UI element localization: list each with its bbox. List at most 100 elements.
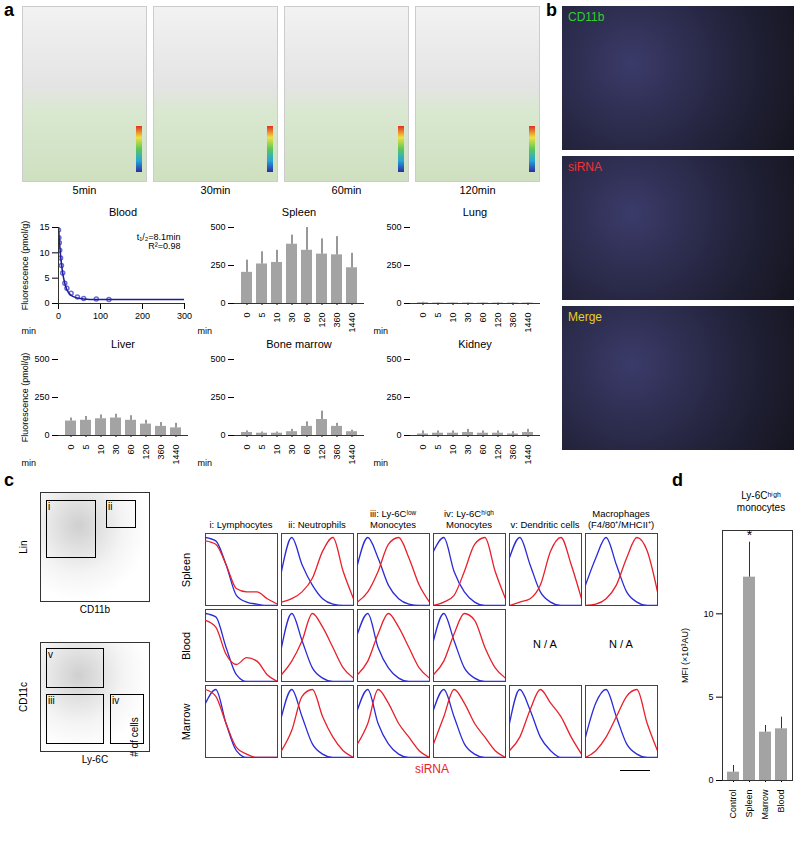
- html-text:Lung: Lung: [462, 206, 488, 218]
- svg-text:0: 0: [44, 430, 49, 440]
- html-text:iv: Ly-6Cʰⁱᵍʰ Monocytes: iv: Ly-6Cʰⁱᵍʰ Monocytes: [444, 508, 494, 530]
- svg-text:10: 10: [272, 445, 282, 455]
- svg-text:5: 5: [433, 313, 443, 318]
- svg-text:MFI (×10³AU): MFI (×10³AU): [680, 628, 690, 683]
- svg-text:0: 0: [242, 313, 252, 318]
- html-text:Merge: Merge: [568, 310, 602, 324]
- svg-text:60: 60: [302, 445, 312, 455]
- svg-text:0: 0: [220, 430, 225, 440]
- svg-text:200: 200: [135, 311, 150, 321]
- svg-text:5: 5: [81, 445, 91, 450]
- svg-text:100: 100: [93, 311, 108, 321]
- svg-text:250: 250: [210, 392, 225, 402]
- svg-text:30: 30: [463, 313, 473, 323]
- svg-text:500: 500: [210, 222, 225, 232]
- svg-text:0: 0: [418, 445, 428, 450]
- html-text:Spleen: Spleen: [281, 206, 317, 218]
- svg-text:360: 360: [508, 445, 518, 460]
- svg-text:Fluorescence (pmol/g): Fluorescence (pmol/g): [20, 221, 30, 311]
- svg-text:Spleen: Spleen: [744, 790, 754, 818]
- svg-text:0: 0: [44, 298, 49, 308]
- svg-text:250: 250: [386, 392, 401, 402]
- html-text:Macrophages (F4/80⁺/MHCII⁺): Macrophages (F4/80⁺/MHCII⁺): [587, 508, 655, 530]
- svg-text:360: 360: [508, 313, 518, 328]
- svg-text:1440: 1440: [347, 445, 357, 465]
- html-text:siRNA: siRNA: [568, 160, 602, 174]
- svg-text:Marrow: Marrow: [760, 789, 770, 820]
- svg-text:min: min: [198, 458, 213, 468]
- svg-text:30: 30: [287, 445, 297, 455]
- svg-text:1440: 1440: [347, 313, 357, 333]
- html-text:Blood: Blood: [108, 206, 138, 218]
- svg-text:500: 500: [386, 222, 401, 232]
- svg-text:0: 0: [66, 445, 76, 450]
- svg-text:0: 0: [396, 430, 401, 440]
- svg-text:0: 0: [56, 311, 61, 321]
- svg-text:5: 5: [44, 273, 49, 283]
- svg-text:120: 120: [317, 445, 327, 460]
- svg-text:min: min: [374, 458, 389, 468]
- svg-text:1440: 1440: [523, 445, 533, 465]
- svg-text:300: 300: [177, 311, 192, 321]
- html-text:Ly-6Cʰⁱᵍʰ monocytes: Ly-6Cʰⁱᵍʰ monocytes: [736, 490, 786, 513]
- svg-text:5: 5: [257, 445, 267, 450]
- svg-text:10: 10: [448, 313, 458, 323]
- svg-text:120: 120: [493, 313, 503, 328]
- svg-text:60: 60: [478, 313, 488, 323]
- svg-text:min: min: [198, 326, 213, 336]
- svg-text:500: 500: [386, 354, 401, 364]
- html-text:5min: 5min: [72, 184, 97, 196]
- svg-text:10: 10: [96, 445, 106, 455]
- svg-text:min: min: [374, 326, 389, 336]
- html-text:Liver: Liver: [111, 338, 135, 350]
- svg-text:5: 5: [257, 313, 267, 318]
- svg-text:120: 120: [317, 313, 327, 328]
- svg-text:60: 60: [478, 445, 488, 455]
- html-text:Kidney: Kidney: [458, 338, 492, 350]
- svg-text:0: 0: [220, 298, 225, 308]
- svg-text:0: 0: [418, 313, 428, 318]
- html-text:120min: 120min: [459, 184, 496, 196]
- svg-text:360: 360: [156, 445, 166, 460]
- svg-text:5: 5: [708, 692, 713, 702]
- svg-text:t₁/₂=8.1minR²=0.98: t₁/₂=8.1minR²=0.98: [137, 232, 181, 251]
- svg-text:Fluorescence (pmol/g): Fluorescence (pmol/g): [20, 353, 30, 443]
- svg-text:*: *: [747, 527, 753, 543]
- html-text:60min: 60min: [331, 184, 362, 196]
- svg-text:10: 10: [703, 609, 713, 619]
- svg-text:Control: Control: [728, 790, 738, 819]
- html-text:CD11b: CD11b: [568, 10, 605, 24]
- html-text:Spleen: Spleen: [180, 552, 192, 588]
- svg-text:360: 360: [332, 445, 342, 460]
- svg-text:1440: 1440: [171, 445, 181, 465]
- svg-text:60: 60: [302, 313, 312, 323]
- svg-text:500: 500: [34, 354, 49, 364]
- svg-text:120: 120: [141, 445, 151, 460]
- svg-text:15: 15: [39, 222, 49, 232]
- svg-text:500: 500: [210, 354, 225, 364]
- html-text:30min: 30min: [200, 184, 231, 196]
- svg-text:10: 10: [448, 445, 458, 455]
- svg-text:250: 250: [34, 392, 49, 402]
- html-text:Bone marrow: Bone marrow: [266, 338, 332, 350]
- svg-text:5: 5: [433, 445, 443, 450]
- svg-text:250: 250: [386, 260, 401, 270]
- svg-text:10: 10: [39, 248, 49, 258]
- svg-text:min: min: [22, 458, 37, 468]
- svg-text:0: 0: [396, 298, 401, 308]
- svg-text:min: min: [22, 326, 37, 336]
- svg-text:120: 120: [493, 445, 503, 460]
- svg-text:360: 360: [332, 313, 342, 328]
- svg-text:30: 30: [111, 445, 121, 455]
- svg-text:250: 250: [210, 260, 225, 270]
- svg-text:0: 0: [242, 445, 252, 450]
- svg-text:1440: 1440: [523, 313, 533, 333]
- svg-text:60: 60: [126, 445, 136, 455]
- html-text:siRNA: siRNA: [415, 762, 449, 776]
- svg-text:30: 30: [463, 445, 473, 455]
- svg-text:10: 10: [272, 313, 282, 323]
- svg-text:Blood: Blood: [776, 790, 786, 813]
- html-text:iii: Ly-6Cˡᵒʷ Monocytes: iii: Ly-6Cˡᵒʷ Monocytes: [369, 508, 417, 530]
- svg-text:30: 30: [287, 313, 297, 323]
- svg-text:0: 0: [708, 775, 713, 785]
